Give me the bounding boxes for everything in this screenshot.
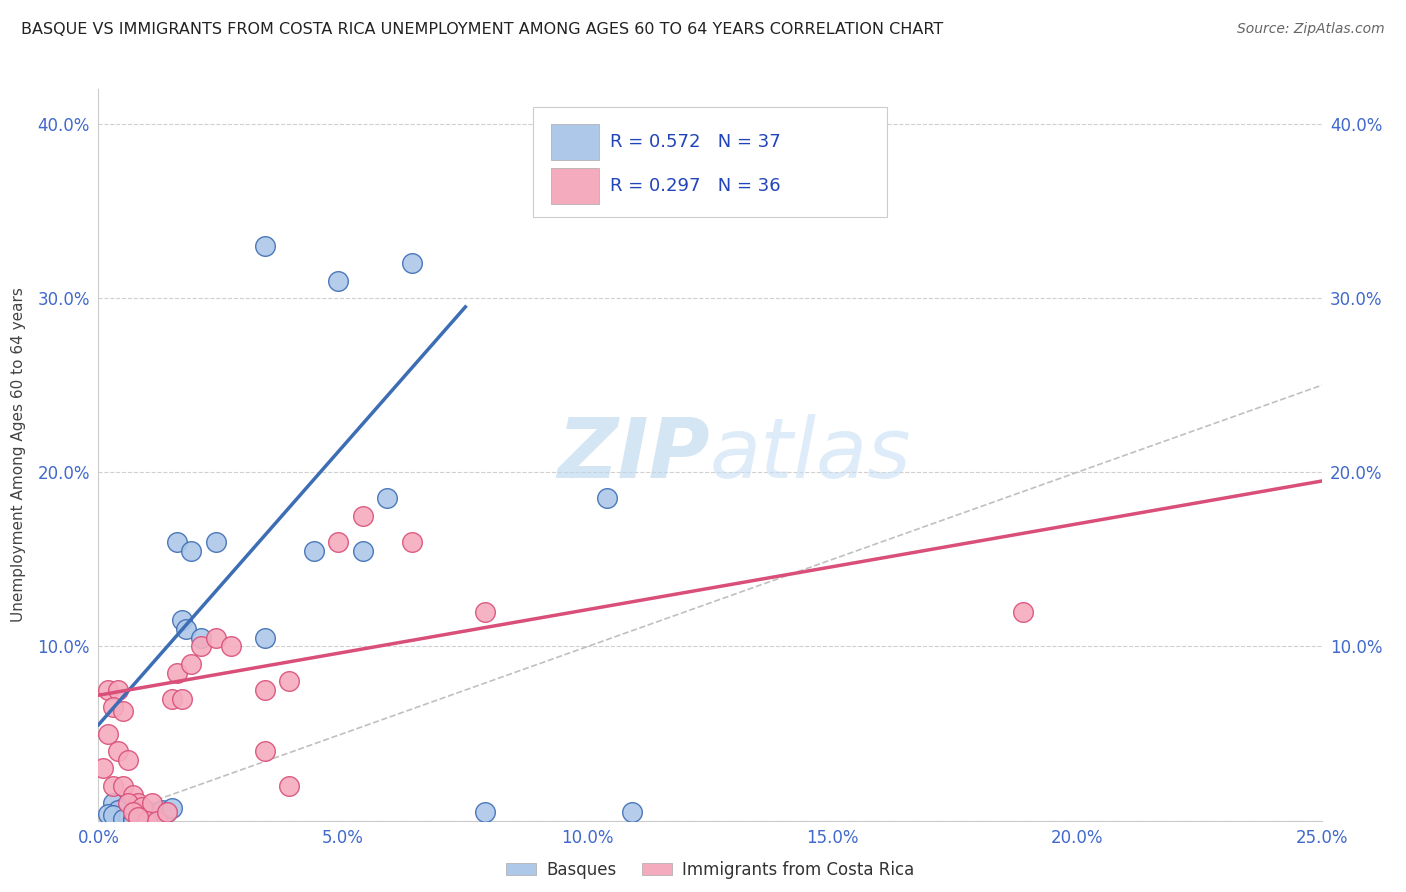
Point (136, 805, 159, 819)
Point (150, 803, 173, 817)
Point (101, 700, 124, 714)
Point (111, 779, 134, 793)
Point (107, 803, 129, 817)
Point (107, 805, 129, 819)
Point (401, 256, 423, 270)
Point (205, 631, 228, 645)
Point (111, 704, 134, 718)
Point (127, 808, 149, 822)
Point (190, 631, 212, 645)
Text: R = 0.572   N = 37: R = 0.572 N = 37 (610, 133, 780, 151)
Point (111, 812, 134, 826)
Point (253, 239, 276, 253)
Point (117, 796, 139, 810)
Point (160, 801, 183, 815)
Point (328, 274, 350, 288)
Point (253, 631, 276, 645)
Point (352, 508, 374, 523)
Point (170, 613, 193, 627)
FancyBboxPatch shape (551, 169, 599, 204)
Point (117, 799, 139, 814)
Legend: Basques, Immigrants from Costa Rica: Basques, Immigrants from Costa Rica (499, 855, 921, 886)
Y-axis label: Unemployment Among Ages 60 to 64 years: Unemployment Among Ages 60 to 64 years (11, 287, 27, 623)
Point (111, 801, 134, 815)
Point (596, 491, 619, 506)
Point (620, 805, 643, 819)
Point (141, 810, 163, 824)
Text: ZIP: ZIP (557, 415, 710, 495)
Point (166, 665, 188, 680)
FancyBboxPatch shape (551, 124, 599, 161)
Point (107, 683, 129, 698)
Point (160, 691, 183, 706)
Text: BASQUE VS IMMIGRANTS FROM COSTA RICA UNEMPLOYMENT AMONG AGES 60 TO 64 YEARS CORR: BASQUE VS IMMIGRANTS FROM COSTA RICA UNE… (21, 22, 943, 37)
Point (121, 805, 143, 819)
Text: atlas: atlas (710, 415, 911, 495)
Point (97, 683, 120, 698)
Point (121, 812, 143, 826)
Point (328, 535, 350, 549)
Point (127, 810, 149, 824)
Point (156, 805, 179, 819)
Point (101, 796, 124, 810)
Point (219, 640, 242, 654)
Point (136, 814, 159, 828)
Point (156, 805, 179, 819)
Point (401, 535, 423, 549)
Point (278, 674, 301, 689)
Point (141, 796, 163, 810)
Point (131, 808, 153, 822)
Point (121, 805, 143, 819)
Point (253, 744, 276, 758)
Point (121, 814, 143, 828)
Point (101, 808, 124, 822)
Text: R = 0.297   N = 36: R = 0.297 N = 36 (610, 177, 780, 194)
Point (146, 805, 169, 819)
Point (127, 796, 149, 810)
Point (146, 814, 169, 828)
Point (131, 814, 153, 828)
Point (253, 683, 276, 698)
Text: Source: ZipAtlas.com: Source: ZipAtlas.com (1237, 22, 1385, 37)
Point (375, 491, 398, 506)
Point (190, 640, 212, 654)
Point (131, 799, 153, 814)
FancyBboxPatch shape (533, 108, 887, 218)
Point (278, 779, 301, 793)
Point (180, 543, 202, 558)
Point (180, 657, 202, 671)
Point (97, 806, 120, 821)
Point (121, 788, 143, 802)
Point (474, 605, 496, 619)
Point (101, 779, 124, 793)
Point (474, 805, 496, 819)
Point (170, 691, 193, 706)
Point (97, 726, 120, 740)
Point (205, 535, 228, 549)
Point (1012, 605, 1035, 619)
Point (107, 744, 129, 758)
Point (117, 810, 139, 824)
Point (166, 535, 188, 549)
Point (91, 761, 114, 775)
Point (176, 622, 198, 636)
Point (352, 543, 374, 558)
Point (302, 543, 325, 558)
Point (117, 753, 139, 767)
